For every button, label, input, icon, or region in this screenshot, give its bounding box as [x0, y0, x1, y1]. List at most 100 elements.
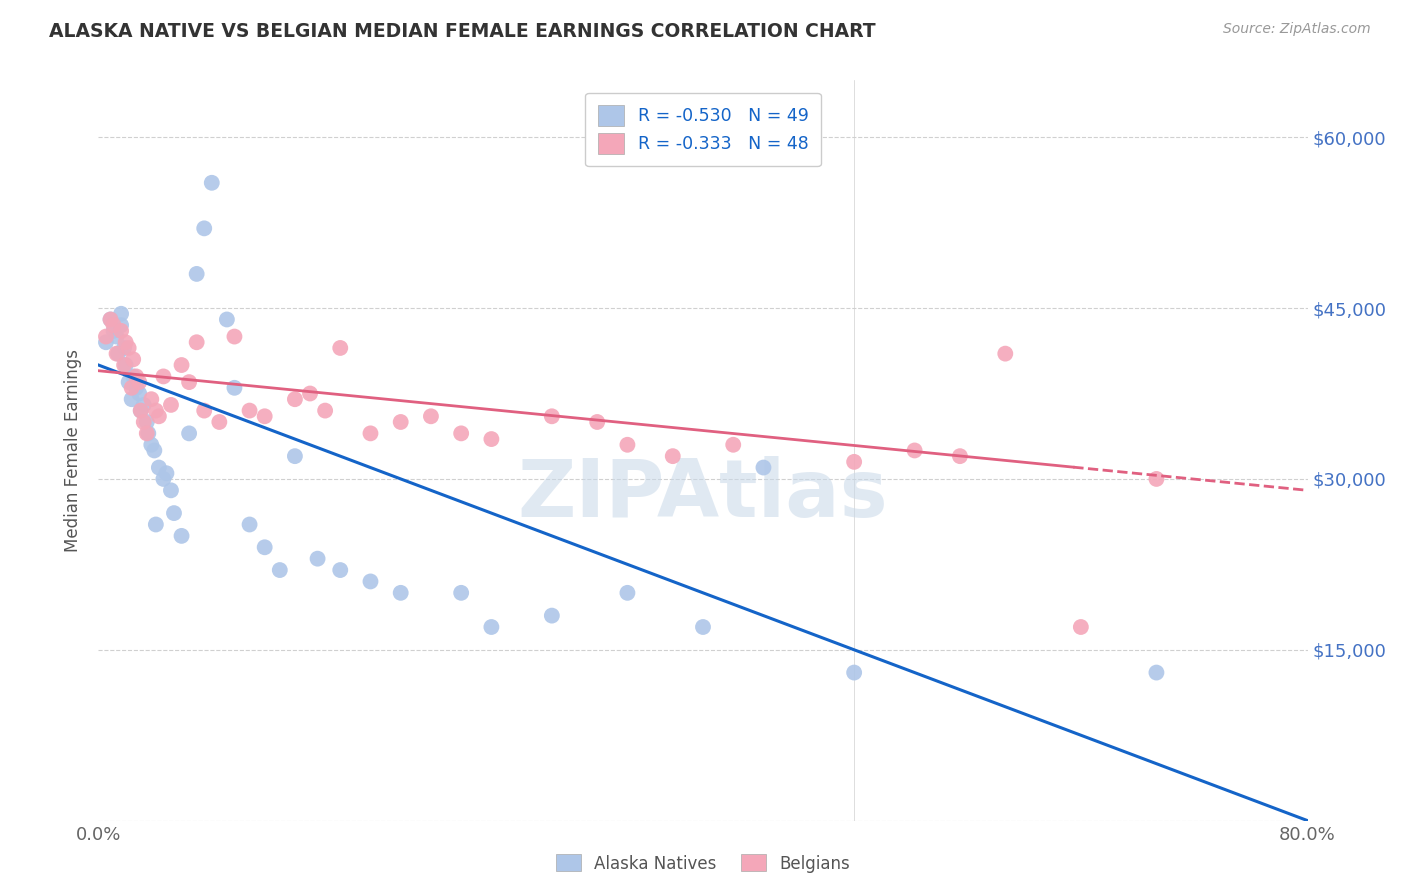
Point	[129, 403, 152, 417]
Point	[208, 415, 231, 429]
Point	[170, 529, 193, 543]
Point	[299, 386, 322, 401]
Point	[193, 403, 215, 417]
Point	[616, 586, 638, 600]
Point	[136, 426, 159, 441]
Point	[661, 449, 683, 463]
Point	[201, 176, 224, 190]
Legend: Alaska Natives, Belgians: Alaska Natives, Belgians	[548, 847, 858, 880]
Point	[360, 426, 382, 441]
Point	[329, 341, 352, 355]
Point	[450, 586, 472, 600]
Point	[152, 472, 174, 486]
Point	[105, 329, 128, 343]
Point	[253, 541, 276, 555]
Point	[100, 312, 122, 326]
Point	[112, 341, 135, 355]
Point	[94, 335, 117, 350]
Point	[179, 375, 201, 389]
Point	[239, 403, 262, 417]
Y-axis label: Median Female Earnings: Median Female Earnings	[65, 349, 83, 552]
Point	[450, 426, 472, 441]
Point	[904, 443, 927, 458]
Point	[949, 449, 972, 463]
Legend: R = -0.530   N = 49, R = -0.333   N = 48: R = -0.530 N = 49, R = -0.333 N = 48	[585, 93, 821, 166]
Point	[143, 443, 166, 458]
Point	[103, 318, 125, 333]
Point	[103, 324, 125, 338]
Point	[284, 392, 307, 407]
Point	[110, 324, 132, 338]
Point	[132, 415, 155, 429]
Point	[586, 415, 609, 429]
Point	[128, 386, 150, 401]
Point	[141, 438, 163, 452]
Point	[141, 392, 163, 407]
Point	[481, 620, 503, 634]
Point	[540, 409, 562, 424]
Point	[616, 438, 638, 452]
Point	[179, 426, 201, 441]
Text: ZIPAtlas: ZIPAtlas	[517, 456, 889, 534]
Point	[170, 358, 193, 372]
Point	[110, 307, 132, 321]
Point	[118, 341, 141, 355]
Point	[160, 483, 183, 498]
Point	[94, 329, 117, 343]
Point	[360, 574, 382, 589]
Point	[122, 369, 145, 384]
Point	[307, 551, 329, 566]
Point	[128, 375, 150, 389]
Point	[215, 312, 238, 326]
Point	[253, 409, 276, 424]
Point	[752, 460, 775, 475]
Point	[540, 608, 562, 623]
Point	[186, 335, 208, 350]
Point	[152, 369, 174, 384]
Point	[107, 346, 129, 360]
Point	[994, 346, 1017, 360]
Point	[122, 352, 145, 367]
Point	[481, 432, 503, 446]
Point	[132, 398, 155, 412]
Point	[1070, 620, 1092, 634]
Point	[329, 563, 352, 577]
Point	[844, 665, 866, 680]
Point	[692, 620, 714, 634]
Point	[420, 409, 443, 424]
Point	[114, 358, 136, 372]
Point	[160, 398, 183, 412]
Point	[148, 409, 170, 424]
Point	[239, 517, 262, 532]
Point	[121, 392, 143, 407]
Point	[145, 517, 167, 532]
Point	[389, 586, 412, 600]
Point	[112, 358, 135, 372]
Point	[129, 403, 152, 417]
Point	[148, 460, 170, 475]
Point	[121, 381, 143, 395]
Text: ALASKA NATIVE VS BELGIAN MEDIAN FEMALE EARNINGS CORRELATION CHART: ALASKA NATIVE VS BELGIAN MEDIAN FEMALE E…	[49, 22, 876, 41]
Text: Source: ZipAtlas.com: Source: ZipAtlas.com	[1223, 22, 1371, 37]
Point	[224, 329, 246, 343]
Point	[135, 426, 157, 441]
Point	[844, 455, 866, 469]
Point	[723, 438, 745, 452]
Point	[110, 318, 132, 333]
Point	[155, 467, 177, 481]
Point	[125, 381, 148, 395]
Point	[125, 369, 148, 384]
Point	[163, 506, 186, 520]
Point	[284, 449, 307, 463]
Point	[105, 346, 128, 360]
Point	[389, 415, 412, 429]
Point	[186, 267, 208, 281]
Point	[114, 335, 136, 350]
Point	[314, 403, 336, 417]
Point	[193, 221, 215, 235]
Point	[224, 381, 246, 395]
Point	[269, 563, 291, 577]
Point	[135, 415, 157, 429]
Point	[100, 312, 122, 326]
Point	[1144, 472, 1167, 486]
